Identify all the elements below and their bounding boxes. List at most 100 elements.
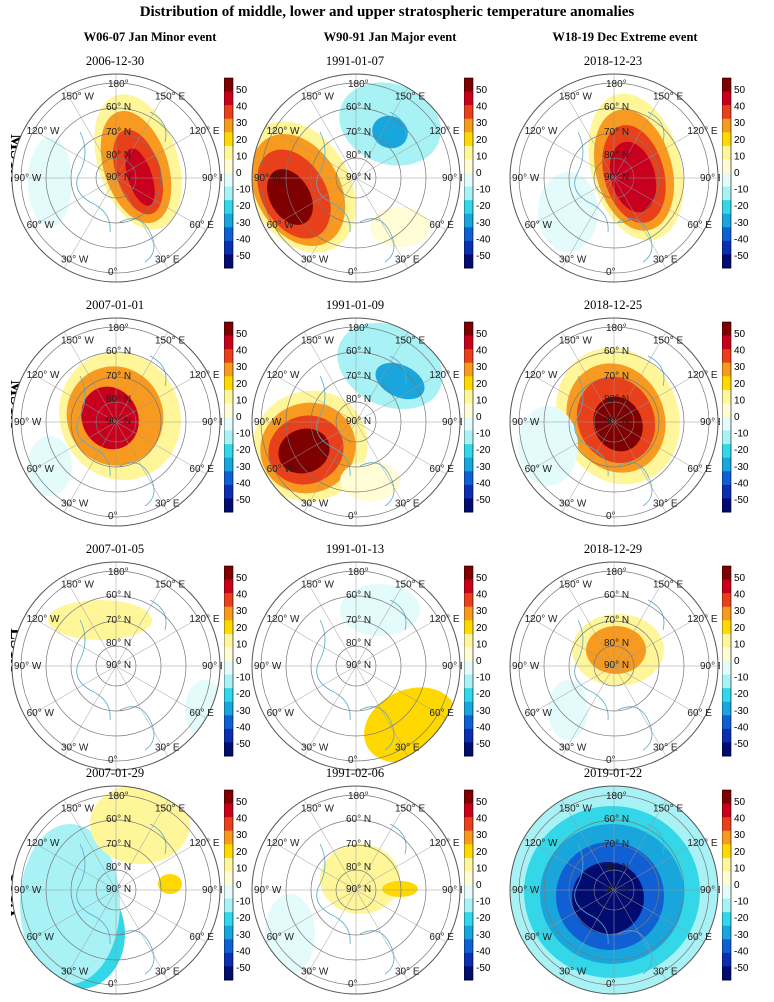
colorbar: 50 40 30 20 10 0 -10 -20 -30 -40 -50 — [224, 321, 251, 513]
colorbar-tick-label: 10 — [734, 863, 746, 874]
colorbar-tick-label: 40 — [236, 814, 248, 825]
colorbar-tick-label: -40 — [236, 478, 251, 489]
colorbar-swatch — [722, 688, 731, 703]
latitude-label: 60° N — [346, 102, 371, 113]
colorbar-swatch — [464, 728, 473, 743]
colorbar-swatch — [722, 885, 731, 900]
longitude-label: 30° E — [653, 254, 678, 265]
meridian-line — [613, 177, 705, 231]
map-outline — [251, 785, 461, 995]
colorbar-swatch — [464, 403, 473, 418]
latitude-label: 90° N — [604, 416, 629, 427]
meridian-line — [355, 889, 447, 943]
colorbar-swatch — [722, 403, 731, 418]
colorbar-tick-label: -30 — [236, 706, 251, 717]
colorbar-swatch — [722, 966, 731, 981]
colorbar-swatch — [224, 620, 233, 635]
panel-date: 2018-12-29 — [583, 542, 643, 556]
longitude-label: 90° E — [202, 417, 222, 428]
anomaly-contour — [572, 862, 644, 934]
colorbar-tick-label: -50 — [734, 739, 749, 750]
colorbar-tick-label: -40 — [734, 722, 749, 733]
colorbar-swatch — [722, 871, 731, 886]
colorbar-swatch — [722, 471, 731, 486]
colorbar-tick-label: 30 — [236, 606, 248, 617]
longitude-label: 150° W — [559, 92, 592, 103]
anomaly-contour — [340, 461, 400, 501]
colorbar-tick-label: 0 — [236, 880, 242, 891]
colorbar-tick-label: -40 — [734, 478, 749, 489]
map-panel: 2007-01-05 90° N 80° N 70° N 60° N 180° 150° … — [10, 542, 251, 778]
colorbar-swatch — [464, 322, 473, 337]
colorbar-swatch — [224, 912, 233, 927]
colorbar-tick-label: 50 — [236, 573, 248, 584]
longitude-label: 180° — [108, 567, 129, 578]
colorbar-swatch — [224, 118, 233, 133]
colorbar-tick-label: 30 — [476, 118, 488, 129]
longitude-label: 30° E — [155, 498, 180, 509]
colorbar-tick-label: -40 — [476, 478, 491, 489]
polar-map: 90° N 80° N 70° N 60° N 180° 150° E 120° E 90° … — [251, 73, 462, 283]
longitude-label: 30° E — [155, 254, 180, 265]
colorbar-frame — [722, 789, 732, 981]
colorbar-swatch — [224, 444, 233, 459]
colorbar-swatch — [464, 200, 473, 215]
colorbar-tick-label: 30 — [236, 362, 248, 373]
colorbar-tick-label: 50 — [734, 573, 746, 584]
colorbar-swatch — [722, 484, 731, 499]
colorbar-swatch — [722, 830, 731, 845]
colorbar-tick-label: 40 — [734, 102, 746, 113]
meridian-line — [355, 421, 409, 513]
meridian-line — [115, 575, 169, 667]
colorbar-swatch — [224, 227, 233, 242]
longitude-label: 120° E — [429, 370, 459, 381]
meridian-line — [25, 369, 117, 423]
colorbar-swatch — [464, 898, 473, 913]
colorbar-swatch — [224, 939, 233, 954]
longitude-label: 90° W — [254, 417, 282, 428]
colorbar-frame — [464, 789, 474, 981]
colorbar-swatch — [464, 674, 473, 689]
longitude-label: 90° W — [512, 885, 540, 896]
panel-date: 1991-01-13 — [325, 542, 385, 556]
meridian-line — [355, 331, 409, 423]
longitude-label: 150° E — [653, 580, 683, 591]
colorbar-frame — [224, 565, 234, 757]
latitude-label: 70° N — [604, 839, 629, 850]
longitude-label: 180° — [108, 323, 129, 334]
colorbar-swatch — [224, 593, 233, 608]
longitude-label: 180° — [108, 79, 129, 90]
colorbar-swatch — [224, 457, 233, 472]
colorbar-frame — [464, 77, 474, 269]
colorbar-swatch — [224, 661, 233, 676]
map-outline — [509, 73, 719, 283]
colorbar-swatch — [464, 457, 473, 472]
colorbar-tick-label: 30 — [734, 118, 746, 129]
latitude-label: 60° N — [106, 590, 131, 601]
map-panel: 2006-12-30 90° N 80° N 70° N 60° N 180° 150° … — [10, 54, 251, 290]
colorbar-tick-label: -30 — [236, 218, 251, 229]
colorbar-tick-label: 0 — [236, 656, 242, 667]
colorbar-swatch — [224, 159, 233, 174]
meridian-line — [613, 575, 667, 667]
anomaly-contour — [28, 436, 72, 496]
colorbar-tick-label: 10 — [734, 395, 746, 406]
colorbar-tick-label: 0 — [734, 656, 740, 667]
longitude-label: 180° — [606, 79, 627, 90]
colorbar-swatch — [224, 91, 233, 106]
colorbar-swatch — [722, 952, 731, 967]
longitude-label: 30° E — [395, 498, 420, 509]
colorbar-swatch — [464, 606, 473, 621]
colorbar-tick-label: 20 — [236, 623, 248, 634]
colorbar-swatch — [464, 817, 473, 832]
colorbar-tick-label: 40 — [734, 346, 746, 357]
longitude-label: 90° W — [14, 173, 42, 184]
colorbar-tick-label: 30 — [236, 118, 248, 129]
latitude-label: 60° N — [604, 346, 629, 357]
colorbar-swatch — [722, 633, 731, 648]
colorbar-tick-label: -10 — [476, 897, 491, 908]
colorbar-swatch — [722, 78, 731, 93]
latitude-label: 90° N — [346, 884, 371, 895]
colorbar-swatch — [464, 803, 473, 818]
colorbar-tick-label: 30 — [476, 362, 488, 373]
